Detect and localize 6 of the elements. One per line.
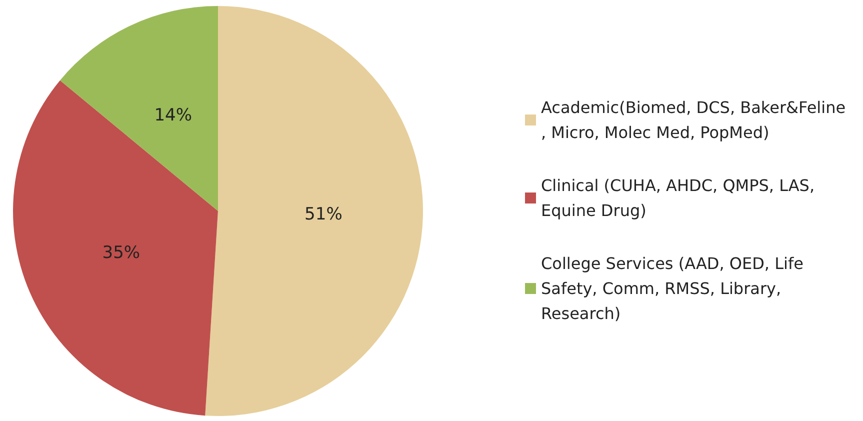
legend-label: College Services (AAD, OED, Life Safety, Comm, RMSS, Library, Research): [541, 254, 809, 323]
data-label: 14%: [154, 106, 192, 126]
legend-label: Clinical (CUHA, AHDC, QMPS, LAS, Equine Drug): [541, 176, 820, 220]
data-label: 51%: [304, 204, 342, 224]
data-label: 35%: [102, 242, 140, 263]
legend-label: Academic(Biomed, DCS, Baker&Feline, Micro, Molec Med, PopMed): [541, 98, 846, 142]
